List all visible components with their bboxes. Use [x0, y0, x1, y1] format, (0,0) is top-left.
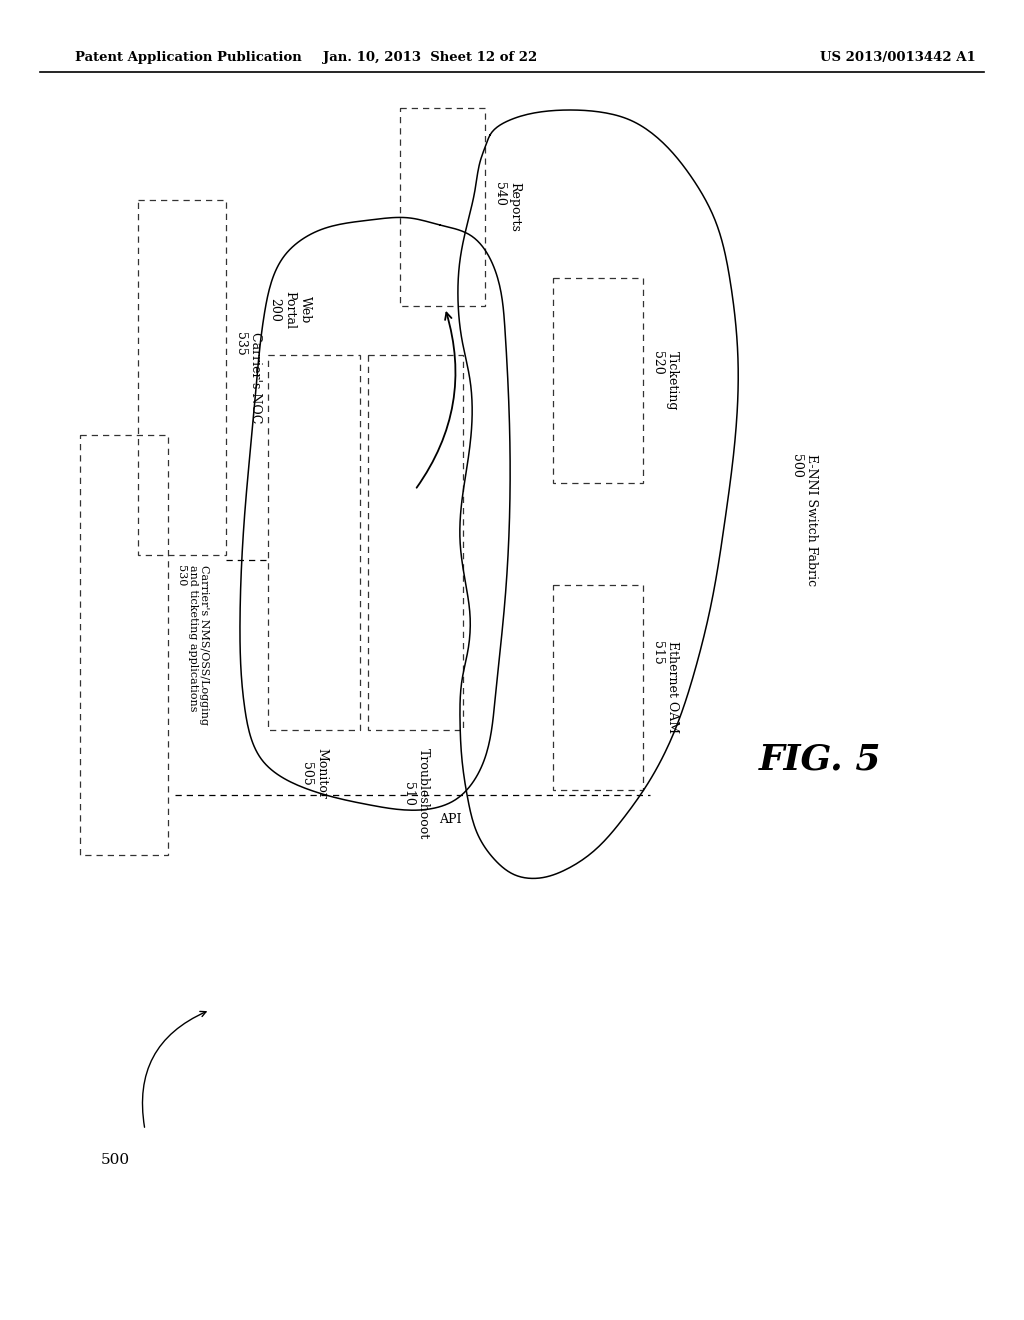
Text: Carrier's NOC
535: Carrier's NOC 535: [234, 331, 262, 424]
Text: Patent Application Publication: Patent Application Publication: [75, 51, 302, 65]
Text: Ethernet OAM
515: Ethernet OAM 515: [651, 642, 679, 734]
Bar: [80, 436, 168, 855]
Text: FIG. 5: FIG. 5: [759, 743, 882, 777]
Text: US 2013/0013442 A1: US 2013/0013442 A1: [820, 51, 976, 65]
Bar: [138, 201, 226, 554]
Text: Ticketing
520: Ticketing 520: [651, 351, 679, 411]
Text: Jan. 10, 2013  Sheet 12 of 22: Jan. 10, 2013 Sheet 12 of 22: [323, 51, 538, 65]
Bar: [368, 355, 463, 730]
Text: Monitor
505: Monitor 505: [300, 748, 328, 799]
Text: 500: 500: [100, 1152, 130, 1167]
Text: Reports
540: Reports 540: [493, 182, 521, 232]
Bar: [553, 585, 643, 789]
Bar: [400, 108, 485, 306]
Text: Troubleshooot
510: Troubleshooot 510: [401, 748, 429, 840]
Text: Web
Portal
200: Web Portal 200: [268, 290, 311, 329]
Bar: [268, 355, 360, 730]
Bar: [553, 279, 643, 483]
Text: Carrier's NMS/OSS/Logging
and ticketing applications
530: Carrier's NMS/OSS/Logging and ticketing …: [176, 565, 209, 725]
Text: API: API: [438, 813, 461, 826]
Text: E-NNI Switch Fabric
500: E-NNI Switch Fabric 500: [790, 454, 818, 586]
